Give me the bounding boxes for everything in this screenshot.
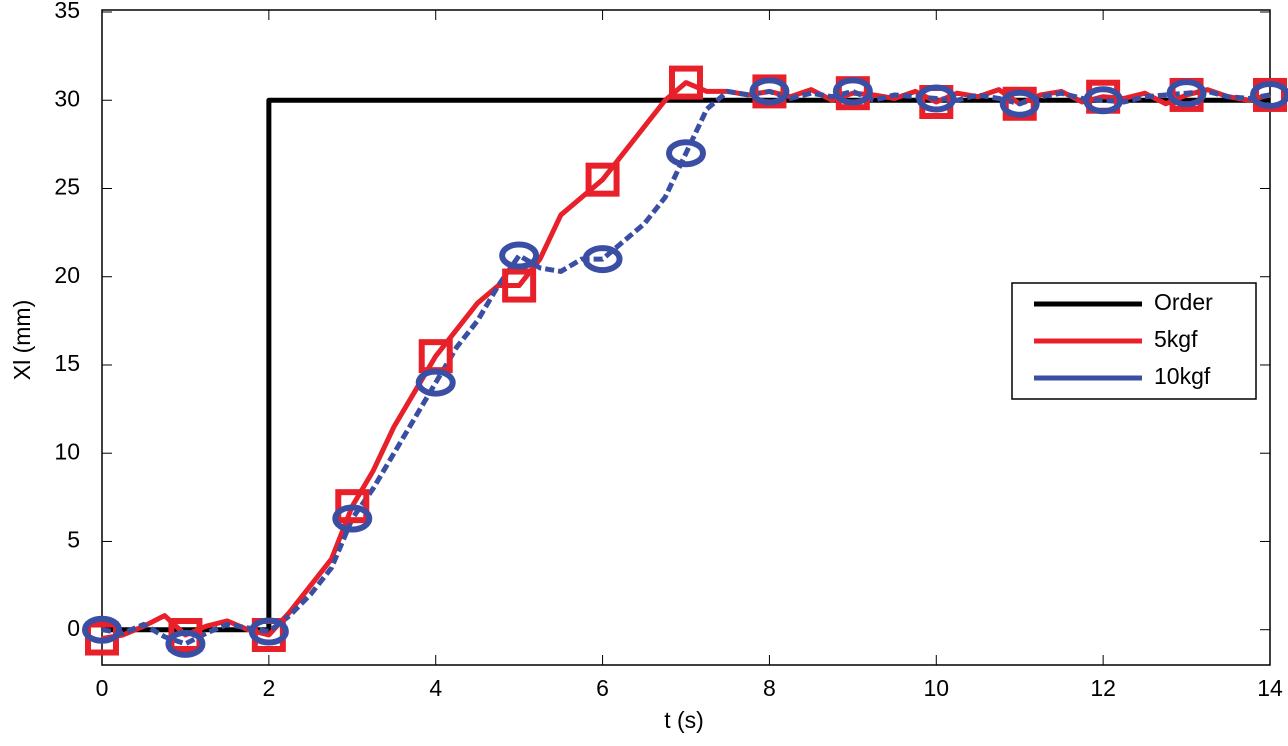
x-tick-label: 0 xyxy=(96,675,109,701)
legend-label: 10kgf xyxy=(1154,363,1211,389)
marker xyxy=(82,615,122,644)
marker xyxy=(999,89,1040,118)
y-tick-label: 20 xyxy=(54,262,80,288)
marker xyxy=(582,245,623,274)
marker xyxy=(499,241,540,270)
y-tick-label: 15 xyxy=(54,350,80,376)
y-tick-label: 10 xyxy=(54,438,80,464)
series-line xyxy=(101,88,1271,647)
marker xyxy=(1166,79,1207,108)
marker xyxy=(916,84,957,113)
y-tick-label: 25 xyxy=(54,174,80,200)
legend-label: 5kgf xyxy=(1154,326,1198,352)
marker xyxy=(335,489,370,524)
marker xyxy=(669,65,703,100)
x-tick-label: 14 xyxy=(1257,675,1283,701)
x-tick-label: 2 xyxy=(262,675,275,701)
x-tick-label: 8 xyxy=(763,675,776,701)
x-tick-label: 12 xyxy=(1090,675,1116,701)
x-tick-label: 10 xyxy=(923,675,949,701)
y-tick-label: 5 xyxy=(67,527,80,553)
legend-label: Order xyxy=(1154,289,1213,315)
marker xyxy=(248,617,289,646)
marker xyxy=(666,139,706,168)
plot-area xyxy=(101,9,1271,666)
x-axis-label: t (s) xyxy=(664,707,704,733)
marker xyxy=(749,77,790,106)
marker xyxy=(502,268,537,303)
marker xyxy=(1250,80,1288,109)
y-axis-label: Xl (mm) xyxy=(9,300,35,380)
marker xyxy=(165,629,206,658)
marker xyxy=(832,77,873,106)
y-tick-label: 30 xyxy=(54,85,80,111)
y-tick-label: 0 xyxy=(67,615,80,641)
y-tick-label: 35 xyxy=(54,0,80,23)
x-tick-label: 4 xyxy=(429,675,442,701)
marker xyxy=(332,504,373,533)
x-tick-label: 6 xyxy=(596,675,609,701)
marker xyxy=(585,162,620,197)
marker xyxy=(415,368,456,397)
marker xyxy=(1083,86,1124,115)
